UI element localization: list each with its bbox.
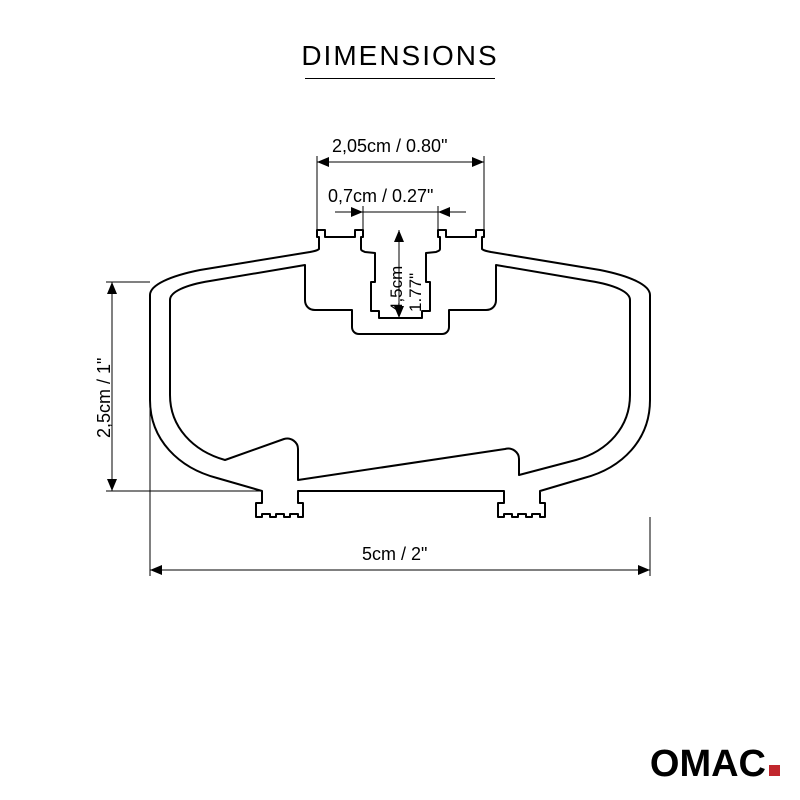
dim-label-205: 2,05cm / 0.80" — [332, 136, 447, 157]
dim-label-5: 5cm / 2" — [362, 544, 427, 565]
dim-label-45b: 1.77" — [406, 273, 426, 312]
brand-logo: OMAC — [650, 743, 780, 786]
logo-accent-square — [769, 765, 780, 776]
dimension-diagram: { "title": { "text": "DIMENSIONS", "font… — [0, 0, 800, 800]
dim-label-25: 2,5cm / 1" — [94, 358, 115, 438]
logo-text: OMAC — [650, 743, 766, 785]
dim-label-07: 0,7cm / 0.27" — [328, 186, 433, 207]
dim-label-45a: 4,5cm — [387, 266, 407, 312]
drawing-svg — [0, 0, 800, 800]
